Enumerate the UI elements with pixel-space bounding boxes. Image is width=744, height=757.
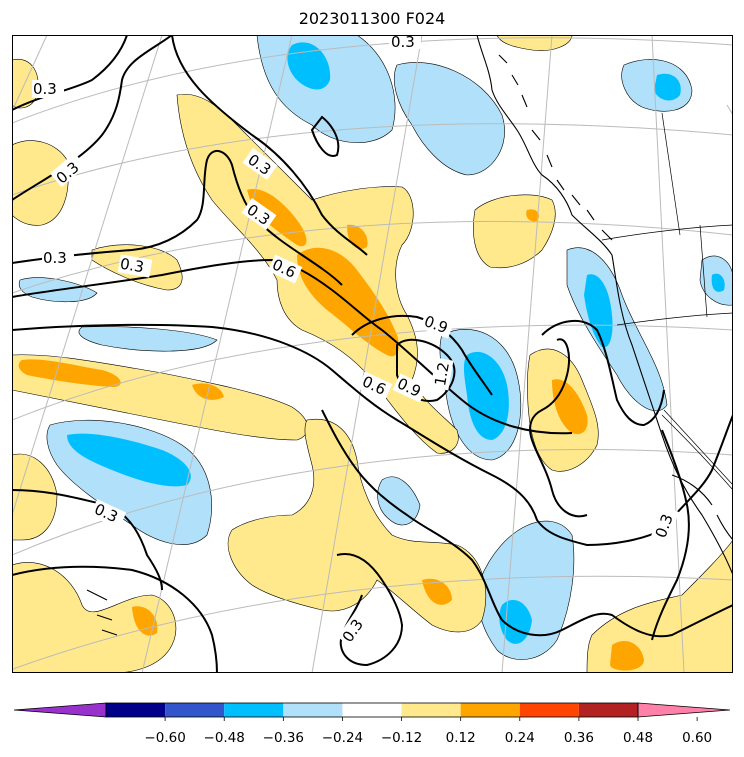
colorbar-tick-label: −0.48 [204,730,245,746]
colorbar-tick-label: 0.60 [682,730,712,746]
state-boundaries [601,112,733,491]
colorbar-segment [342,703,402,717]
contour-label-layer: 0.3 0.3 0.3 0.3 0.3 0.3 0.6 0.9 1.2 0.6 … [32,35,679,648]
colorbar-segment [519,703,579,717]
colorbar-tick-label: 0.36 [564,730,594,746]
colorbar-segment [224,703,284,717]
colorbar-segment [13,702,107,718]
colorbar-ticks: −0.60 −0.48 −0.36 −0.24 −0.12 0.12 0.24 0.36 0.4… [144,717,712,746]
contour-label: 0.3 [33,80,57,98]
colorbar-segment [637,702,731,718]
colorbar-segment [165,703,225,717]
map-frame [12,35,733,673]
negative-anomaly-cores [67,42,725,644]
positive-anomaly-cores [18,189,644,671]
colorbar-outline [105,702,639,718]
colorbar-tick-label: 0.12 [446,730,476,746]
map-panel: 0.3 0.3 0.3 0.3 0.3 0.3 0.6 0.9 1.2 0.6 … [12,35,733,673]
contour-label: 0.3 [43,249,67,267]
colorbar: −0.60 −0.48 −0.36 −0.24 −0.12 0.12 0.24 0.36 0.4… [13,702,731,746]
colorbar-segment [283,703,343,717]
colorbar-segment [460,703,520,717]
contour-label: 1.2 [431,361,453,388]
colorbar-segment [401,703,461,717]
colorbar-tick-label: −0.36 [263,730,304,746]
colorbar-tick-label: 0.24 [505,730,535,746]
colorbar-segment [106,703,166,717]
colorbar-tick-label: −0.24 [322,730,363,746]
colorbar-segments [13,702,731,718]
colorbar-tick-label: −0.12 [381,730,422,746]
colorbar-segment [578,703,638,717]
contour-label: 0.3 [119,255,146,277]
graticule [12,35,733,673]
map-title: 2023011300 F024 [298,9,446,28]
colorbar-tick-label: −0.60 [144,730,185,746]
colorbar-tick-label: 0.48 [623,730,653,746]
contour-label: 0.3 [391,35,415,51]
